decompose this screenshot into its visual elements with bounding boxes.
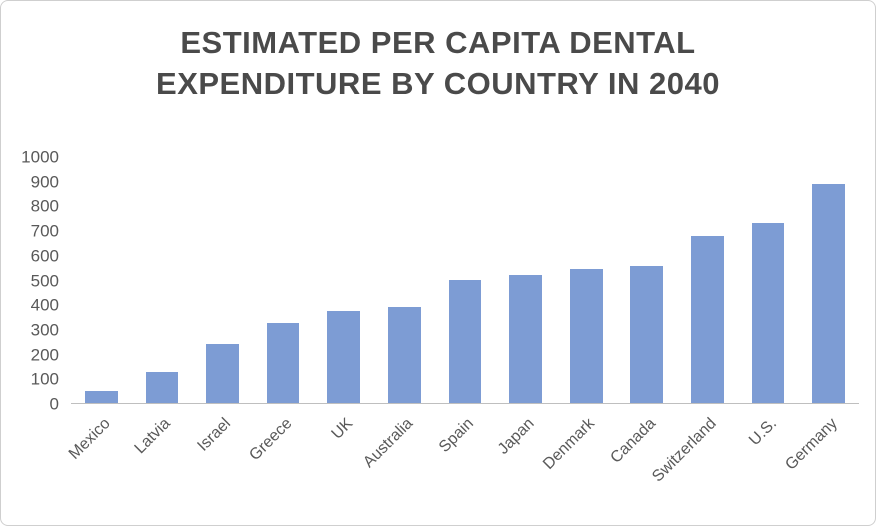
x-label-slot: Greece [246,405,314,515]
bar-slot [677,157,738,403]
bar-mexico [84,390,118,403]
x-axis-tick-label: UK [328,415,356,443]
y-axis-tick-label: 600 [30,246,59,266]
y-axis-tick-label: 900 [30,172,59,192]
y-axis-tick-label: 300 [30,320,59,340]
bar-slot [798,157,859,403]
x-label-slot: Germany [782,405,859,515]
bar-germany [812,184,845,403]
x-axis-labels: Mexico Latvia Israel Greece UK Australia Spain… [65,405,859,515]
bar-israel [206,343,239,403]
y-axis-tick-label: 100 [30,369,59,389]
bar-slot [495,157,556,403]
bar-slot [253,157,314,403]
bar-slot [313,157,374,403]
bar-latvia [145,372,179,403]
x-axis-tick-label: Japan [494,415,538,458]
x-axis-tick-label: U.S. [746,415,781,450]
bar-australia [387,307,421,403]
y-axis-tick-label: 500 [30,271,59,290]
y-axis-tick-label: 0 [49,394,59,414]
y-axis-tick-label: 200 [30,345,59,365]
plot-area [71,157,859,404]
bar-switzerland [691,235,724,403]
bar-uk [327,310,361,403]
bar-slot [132,157,193,403]
bar-canada [630,266,664,403]
chart-title: ESTIMATED PER CAPITA DENTAL EXPENDITURE … [156,25,720,101]
x-label-slot: Australia [360,405,435,515]
bar-slot [192,157,253,403]
y-axis-tick-label: 800 [30,196,59,216]
y-axis: 0 100 200 300 400 500 600 700 800 900 1000 [1,149,63,413]
x-label-slot: Denmark [540,405,617,515]
plot-wrap [71,157,859,404]
x-axis-tick-label: Israel [194,415,235,455]
bar-spain [448,280,482,403]
x-axis-tick-label: Latvia [131,415,174,458]
x-label-slot: Spain [435,405,496,515]
y-axis-tick-label: 700 [30,221,59,241]
y-axis-tick-label: 1000 [21,147,59,167]
bar-denmark [569,268,603,403]
x-label-slot: Switzerland [649,405,738,515]
x-axis-tick-label: Mexico [65,415,114,463]
y-axis-tick-label: 400 [30,295,59,315]
x-label-slot: Mexico [65,405,132,515]
bar-slot [556,157,617,403]
bar-slot [738,157,799,403]
bar-slot [435,157,496,403]
bar-japan [509,275,542,403]
x-label-slot: Latvia [132,405,193,515]
x-axis-tick-label: Spain [436,415,477,456]
x-axis-tick-label: Greece [246,415,296,465]
bar-slot [374,157,435,403]
x-label-slot: Israel [192,405,253,515]
bar-slot [71,157,132,403]
bar-slot [616,157,677,403]
bar-u-s- [751,223,785,403]
bar-greece [266,323,300,403]
